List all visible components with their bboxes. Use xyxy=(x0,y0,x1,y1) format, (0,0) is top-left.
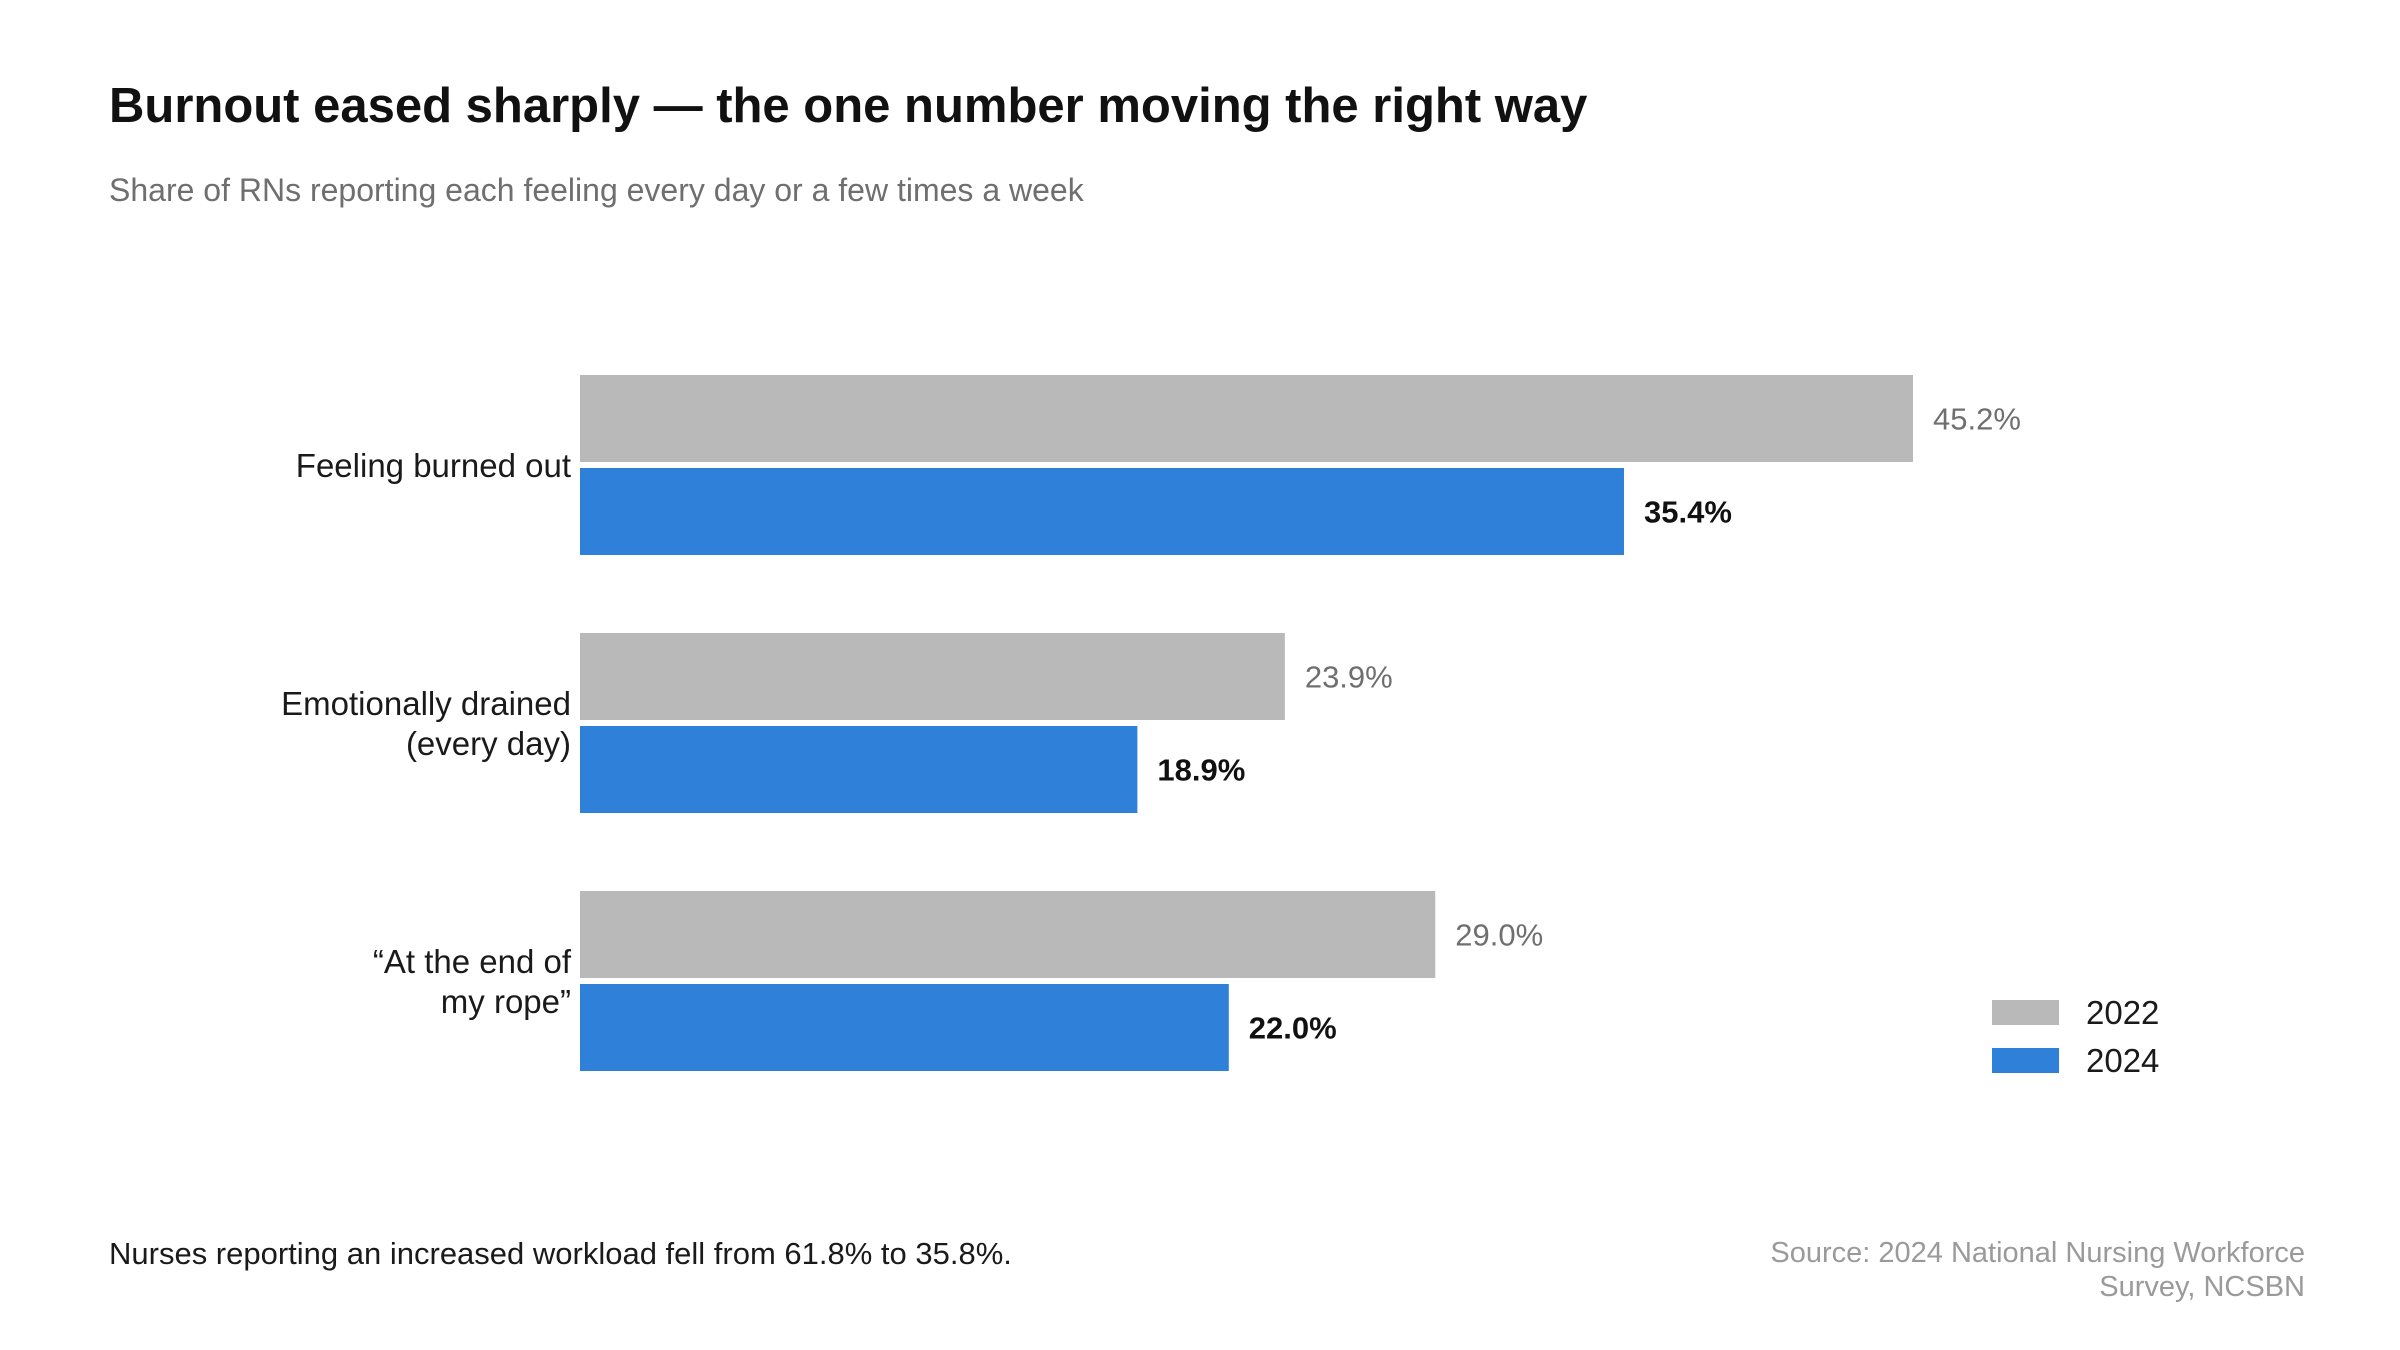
chart-subtitle: Share of RNs reporting each feeling ever… xyxy=(109,172,1084,208)
legend-label-2024: 2024 xyxy=(2086,1042,2159,1079)
data-label-2022-0: 45.2% xyxy=(1933,402,2021,437)
footnote: Nurses reporting an increased workload f… xyxy=(109,1236,1012,1271)
category-label-2: “At the end of my rope” xyxy=(373,943,572,1020)
bar-2022-2 xyxy=(580,891,1436,978)
legend-swatch-2024 xyxy=(1992,1048,2059,1073)
chart-title: Burnout eased sharply — the one number m… xyxy=(109,79,1588,133)
data-label-2024-2: 22.0% xyxy=(1249,1011,1337,1046)
data-label-2022-1: 23.9% xyxy=(1305,660,1393,695)
bar-2022-1 xyxy=(580,633,1285,720)
bar-2024-2 xyxy=(580,984,1229,1071)
bar-2024-0 xyxy=(580,468,1624,555)
legend-swatch-2022 xyxy=(1992,1000,2059,1025)
source-note: Source: 2024 National Nursing Workforce … xyxy=(1770,1237,2305,1303)
category-label-1: Emotionally drained (every day) xyxy=(281,685,571,762)
data-label-2024-1: 18.9% xyxy=(1157,753,1245,788)
bar-2022-0 xyxy=(580,375,1913,462)
data-label-2024-0: 35.4% xyxy=(1644,495,1732,530)
legend-label-2022: 2022 xyxy=(2086,994,2159,1031)
bar-2024-1 xyxy=(580,726,1138,813)
category-label-0: Feeling burned out xyxy=(296,447,571,484)
data-label-2022-2: 29.0% xyxy=(1455,918,1543,953)
